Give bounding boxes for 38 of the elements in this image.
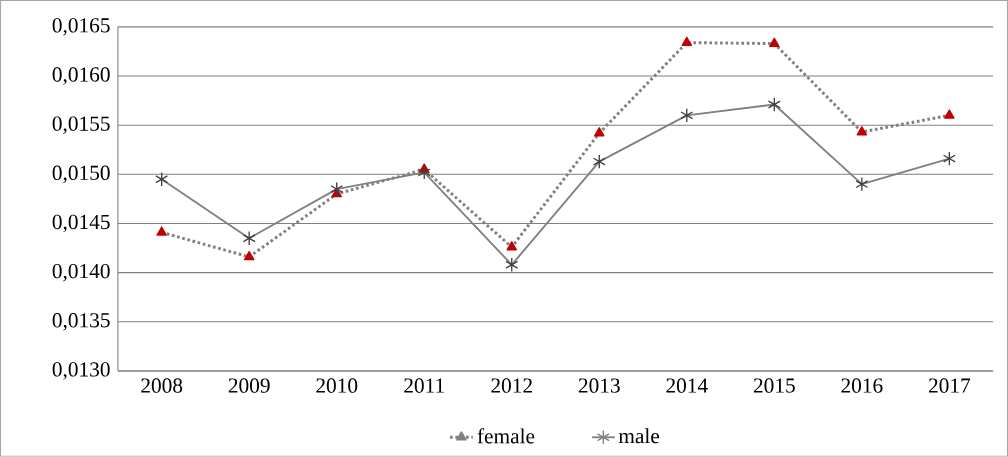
point xyxy=(942,151,956,167)
point xyxy=(681,36,693,47)
y-tick-label: 0,0135 xyxy=(52,313,110,331)
y-tick-label: 0,0160 xyxy=(52,67,110,85)
y-tick-label: 0,0145 xyxy=(52,214,110,233)
point xyxy=(243,250,255,261)
y-tick-label: 0,0165 xyxy=(52,18,110,36)
x-tick-label: 2016 xyxy=(841,378,883,393)
x-tick-label: 2014 xyxy=(666,378,708,393)
point xyxy=(944,109,955,119)
point xyxy=(855,176,869,192)
point xyxy=(592,154,606,169)
legend-label: female xyxy=(477,428,535,444)
x-tick-label: 2017 xyxy=(928,378,971,393)
x-tick-label: 2013 xyxy=(578,378,620,393)
legend-label: male xyxy=(618,428,660,444)
point xyxy=(156,226,167,236)
x-tick-label: 2010 xyxy=(316,378,358,393)
point xyxy=(680,108,694,123)
point xyxy=(242,230,256,246)
y-tick-label: 0,0130 xyxy=(52,362,110,380)
point xyxy=(856,126,868,136)
x-tick-label: 2015 xyxy=(753,378,795,393)
x-tick-label: 2009 xyxy=(228,378,270,393)
point xyxy=(505,257,519,273)
point xyxy=(155,171,169,187)
y-tick-label: 0,0140 xyxy=(52,264,110,282)
y-tick-label: 0,0150 xyxy=(52,165,110,184)
point xyxy=(417,165,431,180)
point xyxy=(767,97,781,112)
x-tick-label: 2011 xyxy=(404,378,444,393)
point xyxy=(593,127,605,137)
y-tick-label: 0,0155 xyxy=(52,116,110,134)
point xyxy=(506,241,518,251)
x-tick-label: 2008 xyxy=(141,378,183,393)
point xyxy=(769,37,780,47)
x-tick-label: 2012 xyxy=(491,378,532,393)
point xyxy=(330,181,344,197)
